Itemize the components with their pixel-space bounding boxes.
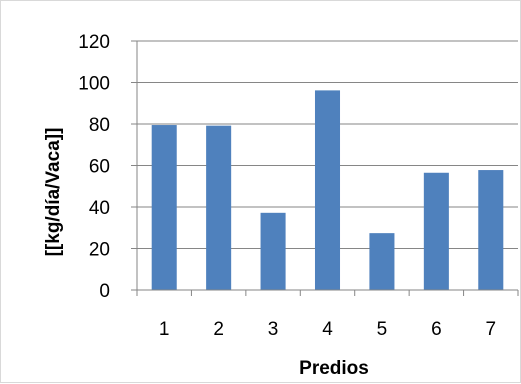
axes <box>131 40 519 296</box>
x-axis-title: Predios <box>299 358 369 379</box>
y-tick-label: 40 <box>89 198 110 219</box>
y-axis-title: [[kg/día/Vaca]] <box>43 128 64 257</box>
tick-labels: 0 20 40 60 80 100 120 1 2 3 4 5 6 7 <box>78 32 496 340</box>
bar-4 <box>314 90 341 290</box>
x-tick-label: 4 <box>322 319 333 340</box>
y-tick-label: 100 <box>78 74 110 95</box>
x-tick-label: 3 <box>268 319 279 340</box>
bar-5 <box>369 233 395 290</box>
x-tick-label: 5 <box>377 319 388 340</box>
bar-3 <box>260 212 286 290</box>
bars <box>151 90 504 290</box>
y-tick-label: 120 <box>78 32 110 53</box>
bar-7 <box>478 170 504 290</box>
bar-2 <box>206 125 232 290</box>
y-tick-label: 60 <box>89 157 110 178</box>
y-tick-label: 80 <box>89 115 110 136</box>
x-tick-label: 6 <box>431 319 442 340</box>
y-tick-label: 20 <box>89 240 110 261</box>
bar-1 <box>151 125 177 290</box>
bar-6 <box>423 172 449 290</box>
x-tick-label: 1 <box>159 319 170 340</box>
x-tick-label: 2 <box>213 319 224 340</box>
x-tick-label: 7 <box>485 319 496 340</box>
y-tick-label: 0 <box>99 281 110 302</box>
